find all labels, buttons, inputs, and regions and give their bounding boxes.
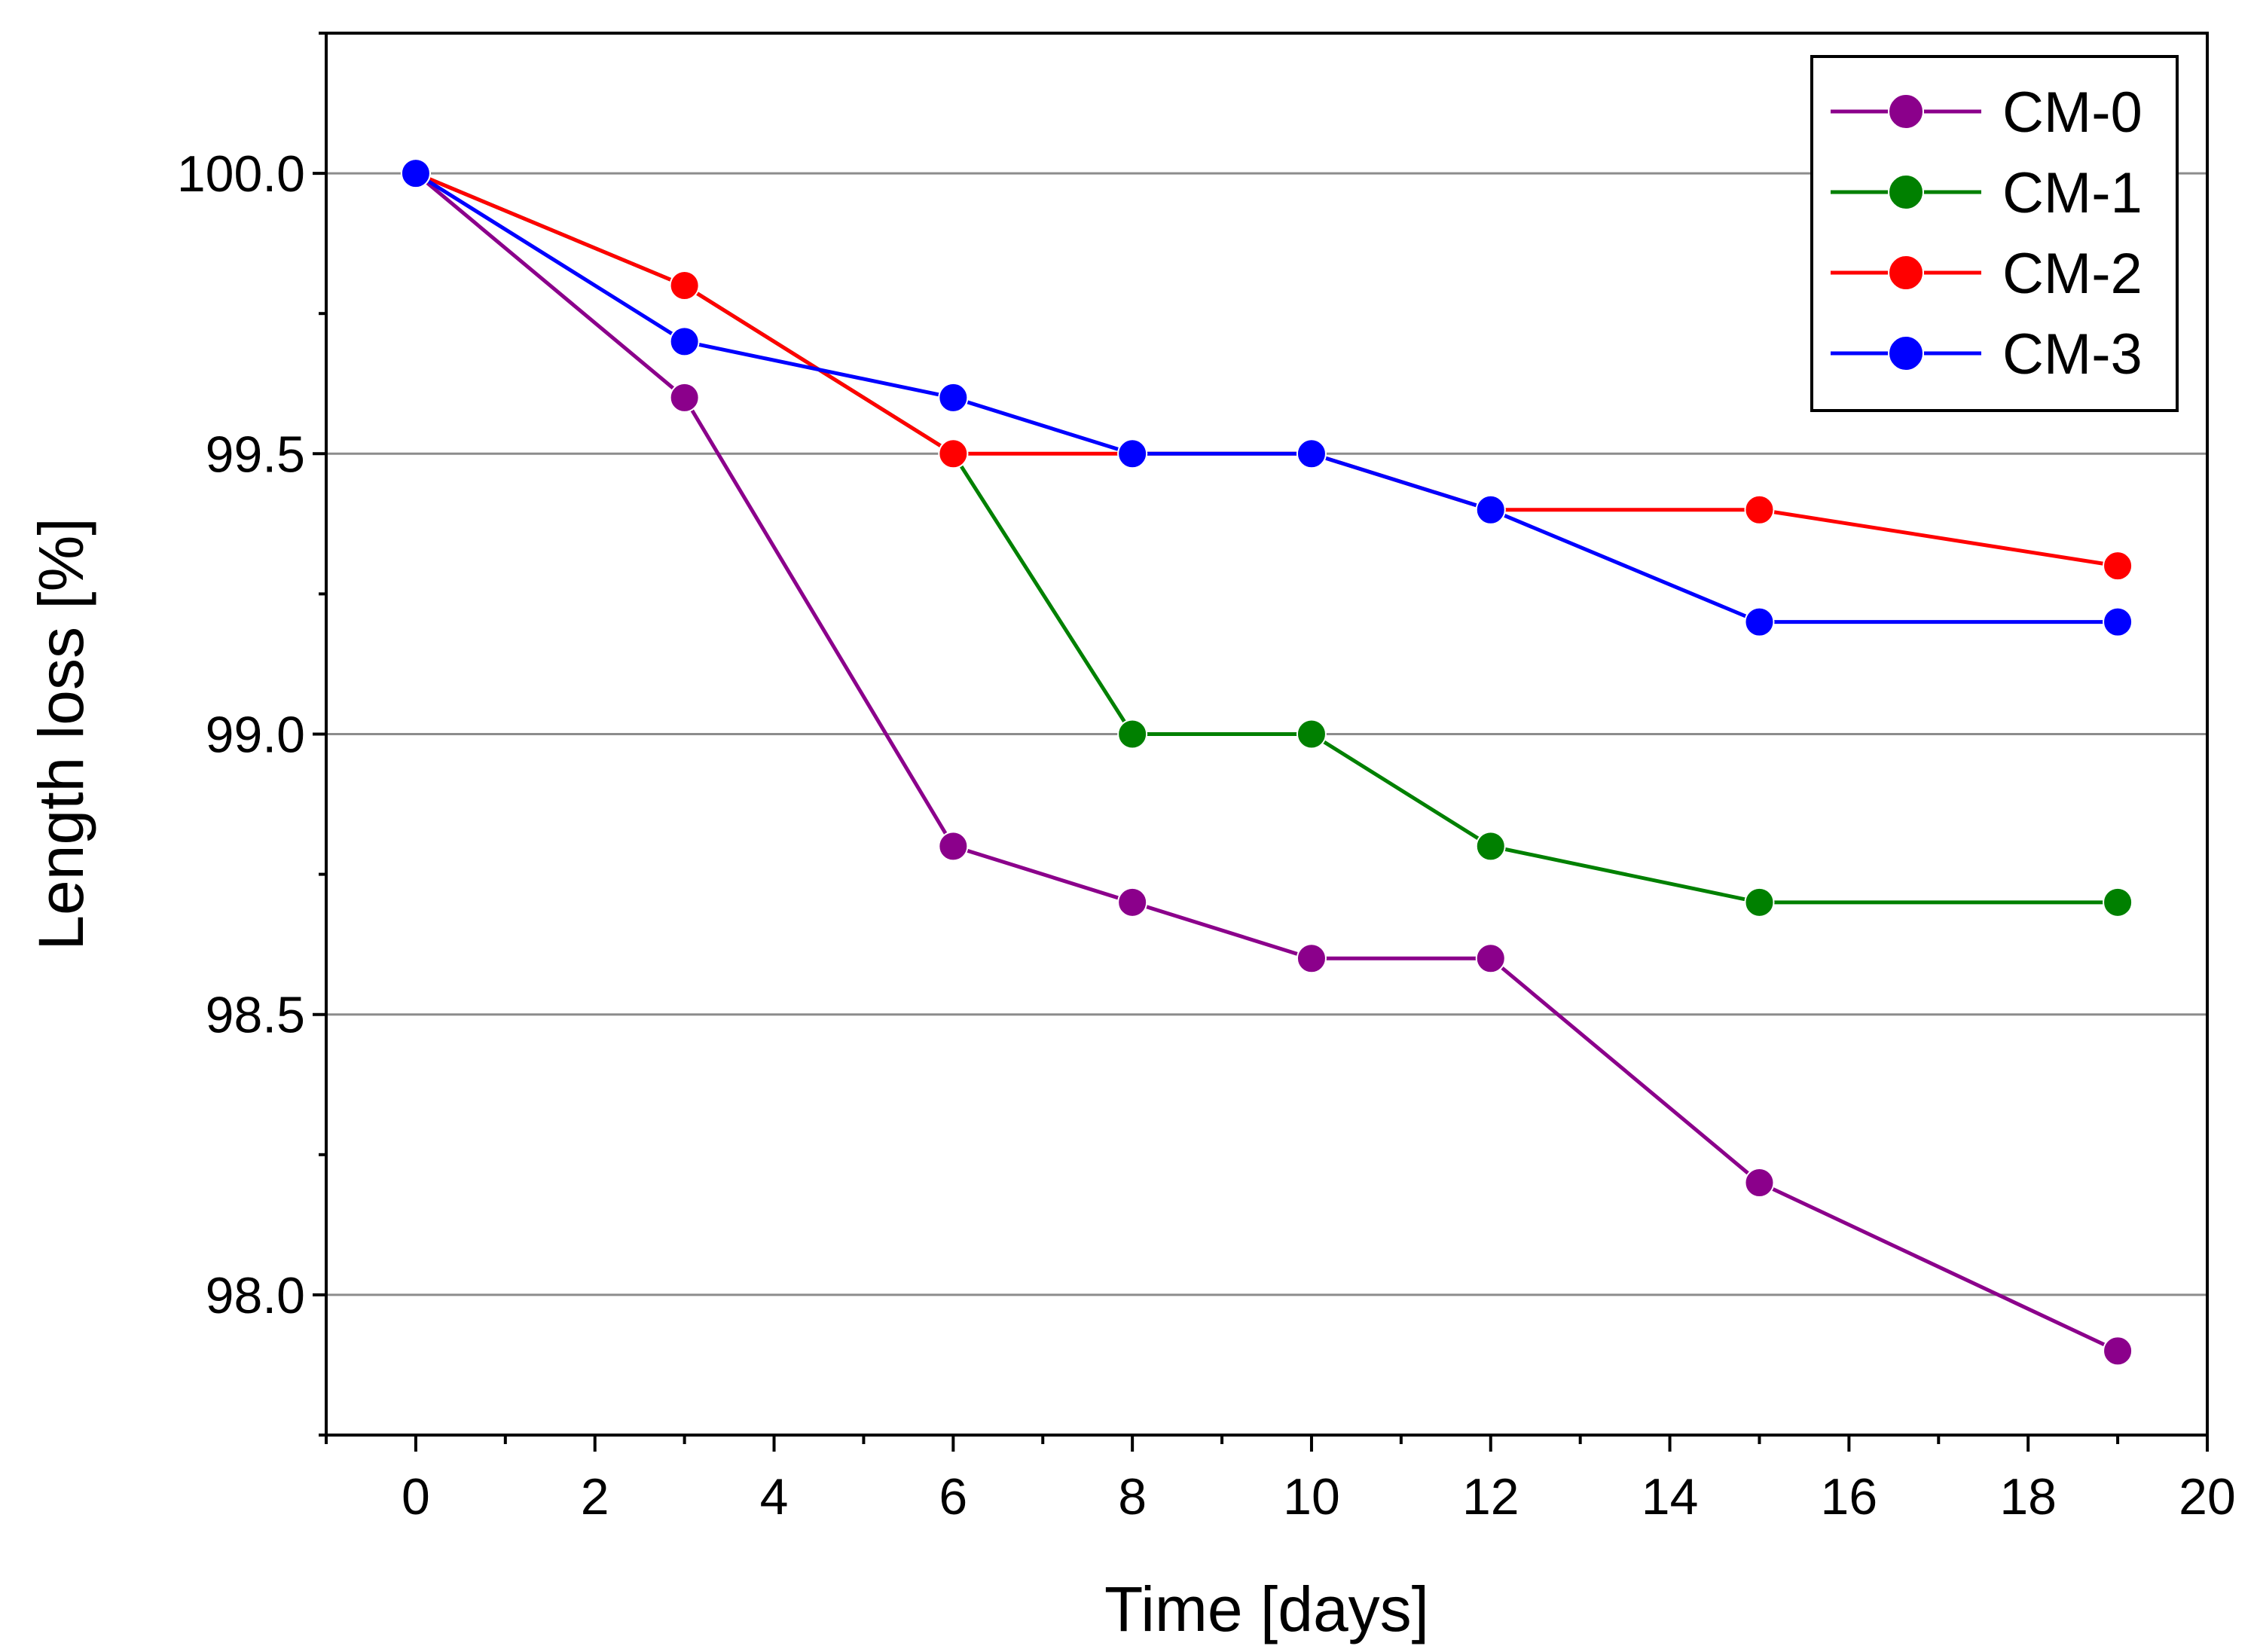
x-tick-label: 6: [939, 1468, 967, 1525]
x-tick-label: 12: [1462, 1468, 1519, 1525]
series-line-cm-3: [414, 171, 2118, 624]
y-tick-label: 98.5: [206, 987, 305, 1044]
legend-marker-cm-0: [1888, 93, 1924, 130]
y-axis-title: Length loss [%]: [26, 518, 96, 950]
x-tick-label: 0: [402, 1468, 430, 1525]
x-tick-label: 20: [2179, 1468, 2236, 1525]
x-tick-label: 10: [1283, 1468, 1340, 1525]
data-point-cm-3: [669, 326, 700, 357]
data-point-cm-0: [1475, 943, 1506, 974]
data-point-cm-0: [938, 831, 969, 862]
x-tick-label: 4: [760, 1468, 789, 1525]
series-line-cm-0: [414, 172, 2119, 1353]
series-markers: [400, 158, 2133, 1366]
data-point-cm-1: [1475, 831, 1506, 862]
plot-frame: [325, 32, 2209, 1437]
data-point-cm-1: [1117, 719, 1148, 750]
data-point-cm-2: [938, 438, 969, 469]
data-point-cm-3: [938, 382, 969, 413]
legend-marker-cm-2: [1888, 255, 1924, 291]
y-tick-label: 98.0: [206, 1267, 305, 1324]
data-point-cm-1: [2103, 887, 2133, 918]
legend-label-cm-3: CM-3: [2002, 322, 2142, 386]
data-point-cm-3: [1117, 438, 1148, 469]
data-point-cm-0: [2103, 1336, 2133, 1366]
data-point-cm-2: [669, 270, 700, 301]
data-point-cm-0: [1117, 887, 1148, 918]
legend-label-cm-0: CM-0: [2002, 81, 2142, 145]
data-point-cm-1: [1744, 887, 1775, 918]
data-point-cm-1: [1296, 719, 1327, 750]
legend-marker-cm-3: [1888, 335, 1924, 371]
y-tick-label: 99.0: [206, 707, 305, 764]
x-tick-label: 16: [1821, 1468, 1878, 1525]
data-point-cm-3: [400, 158, 431, 189]
y-tick-label: 100.0: [177, 145, 305, 203]
series-lines: [414, 171, 2119, 1353]
data-point-cm-3: [1744, 606, 1775, 637]
x-tick-label: 2: [581, 1468, 609, 1525]
x-tick-label: 14: [1642, 1468, 1699, 1525]
x-tick-label: 8: [1118, 1468, 1147, 1525]
y-tick-label: 99.5: [206, 426, 305, 483]
data-point-cm-0: [1296, 943, 1327, 974]
tick-labels: 98.0 98.5 99.0 99.5 100.0 0 2 4 6 8 10 12 14 16 18 20: [177, 145, 2236, 1525]
legend-label-cm-2: CM-2: [2002, 242, 2142, 306]
data-point-cm-3: [1475, 494, 1506, 525]
data-point-cm-3: [2103, 606, 2133, 637]
legend-label-cm-1: CM-1: [2002, 161, 2142, 225]
data-point-cm-2: [1744, 494, 1775, 525]
data-point-cm-3: [1296, 438, 1327, 469]
x-tick-label: 18: [1999, 1468, 2057, 1525]
data-point-cm-0: [669, 382, 700, 413]
x-axis-title: Time [days]: [1104, 1574, 1429, 1644]
data-point-cm-2: [2103, 551, 2133, 582]
legend-marker-cm-1: [1888, 174, 1924, 210]
data-point-cm-0: [1744, 1168, 1775, 1199]
legend: CM-0 CM-1 CM-2 CM-3: [1810, 55, 2179, 412]
